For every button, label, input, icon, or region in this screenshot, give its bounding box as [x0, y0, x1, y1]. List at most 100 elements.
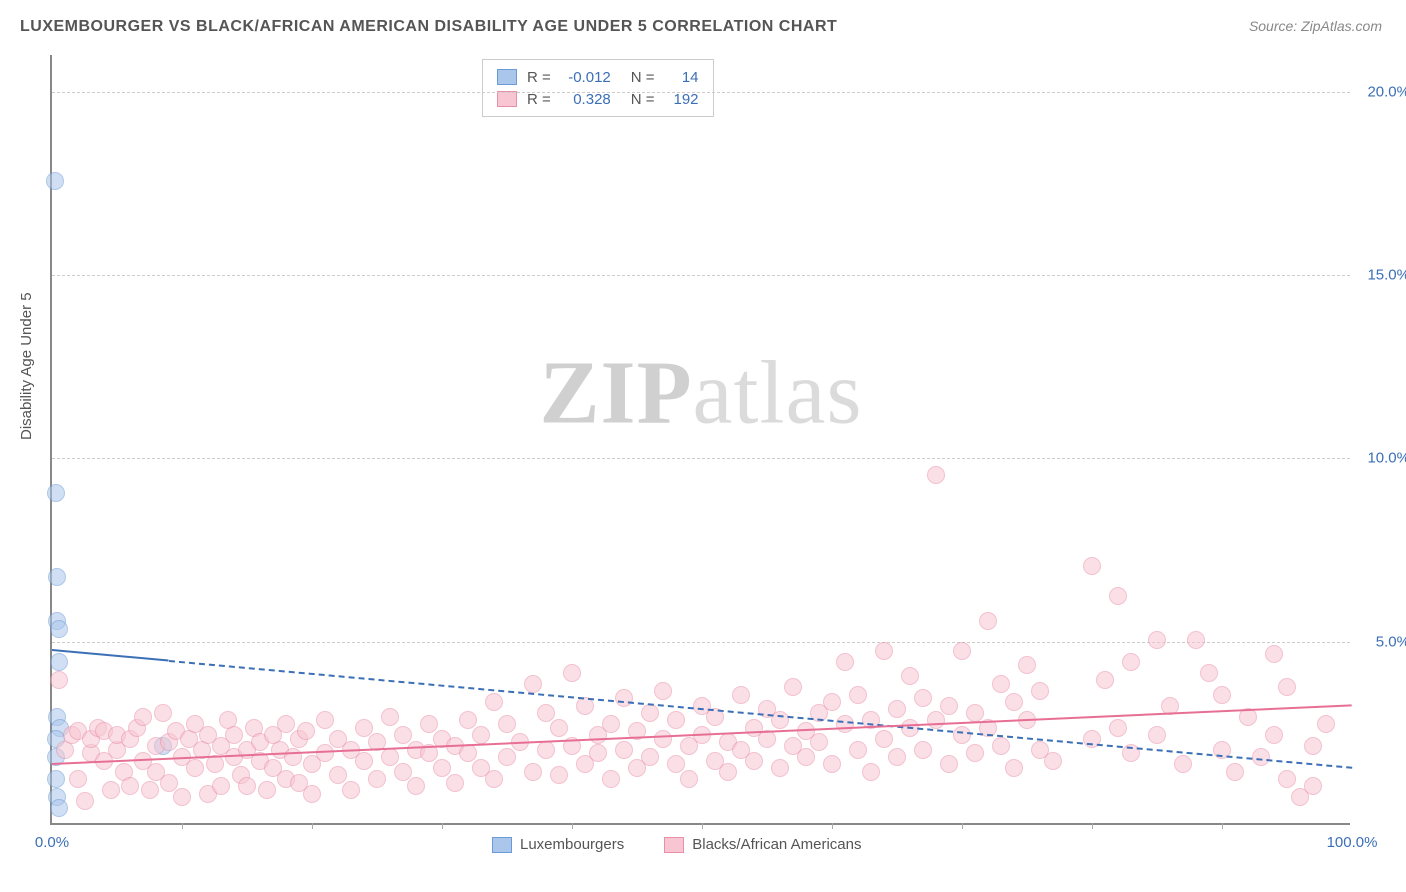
y-tick-label: 15.0%: [1367, 267, 1406, 284]
scatter-point: [797, 748, 815, 766]
legend-swatch: [492, 837, 512, 853]
scatter-point: [46, 172, 64, 190]
scatter-point: [667, 755, 685, 773]
grid-line: [52, 275, 1350, 276]
scatter-point: [1031, 682, 1049, 700]
scatter-point: [1304, 737, 1322, 755]
scatter-point: [1122, 653, 1140, 671]
scatter-point: [966, 704, 984, 722]
scatter-point: [303, 785, 321, 803]
scatter-point: [914, 741, 932, 759]
scatter-point: [641, 748, 659, 766]
scatter-point: [602, 770, 620, 788]
scatter-point: [420, 715, 438, 733]
scatter-point: [297, 722, 315, 740]
scatter-point: [940, 697, 958, 715]
legend-r-label: R =: [527, 69, 551, 86]
legend-n-label: N =: [631, 91, 655, 108]
scatter-point: [1265, 645, 1283, 663]
scatter-point: [641, 704, 659, 722]
y-axis-label: Disability Age Under 5: [18, 292, 35, 440]
scatter-point: [76, 792, 94, 810]
scatter-point: [771, 759, 789, 777]
y-tick-label: 5.0%: [1376, 633, 1406, 650]
scatter-point: [537, 741, 555, 759]
x-tick: [962, 823, 963, 829]
scatter-point: [1278, 678, 1296, 696]
legend-r-value: 0.328: [561, 91, 611, 108]
scatter-point: [186, 759, 204, 777]
scatter-point: [316, 744, 334, 762]
scatter-point: [719, 763, 737, 781]
scatter-point: [173, 788, 191, 806]
scatter-point: [50, 671, 68, 689]
scatter-point: [888, 700, 906, 718]
correlation-legend: R =-0.012N =14R =0.328N =192: [482, 59, 714, 117]
chart-title: LUXEMBOURGER VS BLACK/AFRICAN AMERICAN D…: [20, 18, 837, 36]
scatter-point: [47, 770, 65, 788]
scatter-point: [258, 781, 276, 799]
legend-r-label: R =: [527, 91, 551, 108]
scatter-point: [1005, 693, 1023, 711]
scatter-point: [284, 748, 302, 766]
legend-row: R =-0.012N =14: [497, 66, 699, 88]
scatter-point: [654, 730, 672, 748]
scatter-point: [1317, 715, 1335, 733]
scatter-point: [355, 752, 373, 770]
scatter-point: [1174, 755, 1192, 773]
scatter-point: [602, 715, 620, 733]
scatter-point: [134, 708, 152, 726]
scatter-point: [50, 620, 68, 638]
y-tick-label: 20.0%: [1367, 83, 1406, 100]
scatter-point: [537, 704, 555, 722]
watermark-bold: ZIP: [540, 343, 693, 442]
scatter-point: [823, 755, 841, 773]
scatter-point: [1187, 631, 1205, 649]
scatter-point: [667, 711, 685, 729]
scatter-point: [927, 711, 945, 729]
scatter-point: [368, 770, 386, 788]
scatter-point: [1083, 557, 1101, 575]
scatter-point: [1096, 671, 1114, 689]
scatter-point: [48, 568, 66, 586]
scatter-point: [524, 675, 542, 693]
watermark: ZIPatlas: [540, 341, 863, 444]
scatter-point: [966, 744, 984, 762]
scatter-point: [862, 763, 880, 781]
x-tick: [832, 823, 833, 829]
series-legend: Luxembourgers Blacks/African Americans: [492, 836, 861, 853]
scatter-point: [901, 667, 919, 685]
scatter-point: [849, 686, 867, 704]
scatter-point: [1005, 759, 1023, 777]
scatter-point: [141, 781, 159, 799]
scatter-point: [784, 678, 802, 696]
scatter-point: [225, 726, 243, 744]
scatter-point: [485, 770, 503, 788]
scatter-point: [69, 770, 87, 788]
scatter-point: [316, 711, 334, 729]
legend-label: Blacks/African Americans: [692, 836, 861, 853]
x-tick-label: 100.0%: [1327, 834, 1378, 851]
scatter-point: [992, 675, 1010, 693]
scatter-point: [888, 748, 906, 766]
source-attribution: Source: ZipAtlas.com: [1249, 18, 1382, 34]
trend-line: [52, 649, 169, 662]
scatter-point: [1200, 664, 1218, 682]
scatter-point: [498, 715, 516, 733]
scatter-point: [277, 715, 295, 733]
legend-label: Luxembourgers: [520, 836, 624, 853]
scatter-point: [381, 748, 399, 766]
scatter-point: [1109, 587, 1127, 605]
x-tick: [442, 823, 443, 829]
scatter-point: [654, 682, 672, 700]
scatter-point: [589, 744, 607, 762]
legend-swatch: [497, 91, 517, 107]
scatter-point: [154, 704, 172, 722]
scatter-point: [160, 774, 178, 792]
scatter-point: [680, 770, 698, 788]
scatter-point: [1213, 686, 1231, 704]
scatter-point: [1278, 770, 1296, 788]
scatter-point: [1265, 726, 1283, 744]
scatter-point: [1018, 656, 1036, 674]
y-tick-label: 10.0%: [1367, 450, 1406, 467]
